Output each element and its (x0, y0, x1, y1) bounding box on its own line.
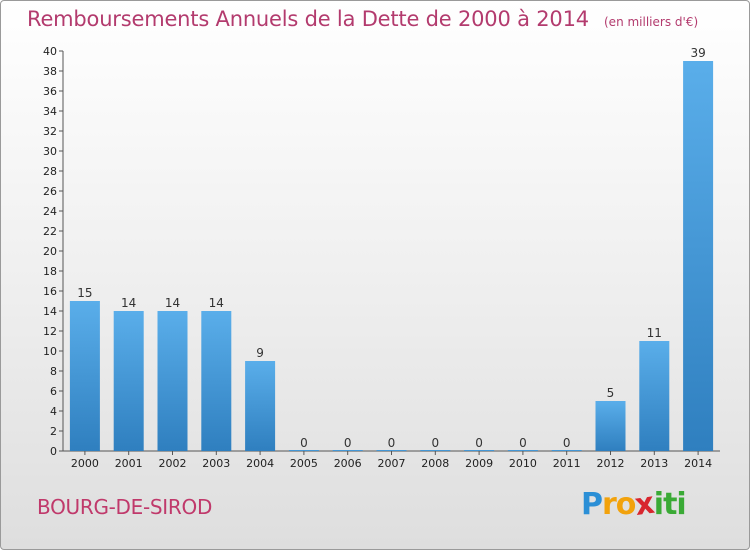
x-tick-label: 2004 (246, 457, 274, 470)
bar-value-label: 0 (300, 436, 308, 450)
bar (288, 450, 319, 451)
chart-title-text: Remboursements Annuels de la Dette de 20… (27, 7, 589, 31)
bar (464, 450, 495, 451)
x-tick-label: 2006 (334, 457, 362, 470)
bar (332, 450, 363, 451)
x-tick-label: 2002 (159, 457, 187, 470)
bar (420, 450, 451, 451)
bar (113, 311, 144, 451)
bar-value-label: 0 (519, 436, 527, 450)
y-tick-label: 36 (43, 85, 57, 98)
bar-value-label: 0 (388, 436, 396, 450)
x-tick-label: 2001 (115, 457, 143, 470)
bar (507, 450, 538, 451)
bar-value-label: 14 (165, 296, 180, 310)
y-tick-label: 34 (43, 105, 57, 118)
bar-value-label: 0 (431, 436, 439, 450)
bar (201, 311, 232, 451)
logo-letter: P (581, 487, 603, 522)
chart-title: Remboursements Annuels de la Dette de 20… (27, 7, 698, 31)
bar-value-label: 15 (77, 286, 92, 300)
y-tick-label: 16 (43, 285, 57, 298)
bar-value-label: 11 (647, 326, 662, 340)
y-tick-label: 12 (43, 325, 57, 338)
y-tick-label: 4 (50, 405, 57, 418)
x-tick-label: 2008 (421, 457, 449, 470)
bar-value-label: 0 (563, 436, 571, 450)
y-tick-label: 22 (43, 225, 57, 238)
bar (245, 361, 276, 451)
y-tick-label: 40 (43, 45, 57, 58)
logo-letter: x (633, 485, 657, 524)
bar-value-label: 14 (209, 296, 224, 310)
proxiti-logo: Proxiti (581, 485, 687, 524)
y-tick-label: 26 (43, 185, 57, 198)
logo-letter: o (615, 487, 637, 522)
bar-value-label: 0 (344, 436, 352, 450)
bar-value-label: 5 (607, 386, 615, 400)
x-tick-label: 2003 (202, 457, 230, 470)
y-tick-label: 8 (50, 365, 57, 378)
x-tick-label: 2005 (290, 457, 318, 470)
logo-letter: t (663, 487, 677, 522)
bar-value-label: 39 (690, 46, 705, 60)
x-tick-label: 2007 (378, 457, 406, 470)
y-tick-label: 14 (43, 305, 57, 318)
y-tick-label: 38 (43, 65, 57, 78)
bar (69, 301, 100, 451)
x-tick-label: 2012 (597, 457, 625, 470)
y-tick-label: 24 (43, 205, 57, 218)
y-tick-label: 30 (43, 145, 57, 158)
x-tick-label: 2014 (684, 457, 712, 470)
y-tick-label: 32 (43, 125, 57, 138)
y-tick-label: 28 (43, 165, 57, 178)
y-tick-label: 0 (50, 445, 57, 458)
chart-subtitle: (en milliers d'€) (604, 15, 699, 29)
y-tick-label: 20 (43, 245, 57, 258)
city-name: BOURG-DE-SIROD (37, 495, 213, 519)
bar (639, 341, 670, 451)
logo-letter: i (676, 487, 686, 522)
x-tick-label: 2009 (465, 457, 493, 470)
bar (551, 450, 582, 451)
bar (376, 450, 407, 451)
y-tick-label: 10 (43, 345, 57, 358)
x-tick-label: 2013 (640, 457, 668, 470)
x-tick-label: 2011 (553, 457, 581, 470)
x-tick-label: 2010 (509, 457, 537, 470)
logo-letter: i (653, 487, 664, 522)
bar-value-label: 9 (256, 346, 264, 360)
bar (595, 401, 626, 451)
bar-value-label: 14 (121, 296, 136, 310)
logo-letter: r (602, 487, 617, 522)
y-tick-label: 2 (50, 425, 57, 438)
bar (157, 311, 188, 451)
y-tick-label: 18 (43, 265, 57, 278)
bar-value-label: 0 (475, 436, 483, 450)
bar (683, 61, 714, 451)
y-tick-label: 6 (50, 385, 57, 398)
x-tick-label: 2000 (71, 457, 99, 470)
